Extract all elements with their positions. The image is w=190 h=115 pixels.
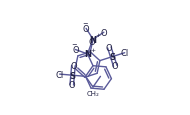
Text: −: − [82, 21, 88, 27]
Text: CH₂: CH₂ [87, 90, 99, 96]
Text: O: O [83, 25, 89, 34]
Text: −: − [72, 42, 77, 48]
Text: S: S [70, 71, 76, 80]
Text: O: O [106, 43, 113, 52]
Text: Cl: Cl [120, 49, 129, 58]
Text: N: N [89, 35, 97, 44]
Text: S: S [109, 53, 115, 62]
Text: N: N [84, 50, 91, 59]
Text: +: + [90, 47, 95, 52]
Text: +: + [96, 33, 101, 38]
Text: O: O [72, 46, 79, 55]
Text: O: O [89, 38, 95, 47]
Text: Cl: Cl [55, 70, 64, 79]
Text: O: O [68, 81, 75, 90]
Text: O: O [101, 29, 107, 37]
Text: O: O [70, 62, 77, 70]
Text: O: O [112, 62, 119, 71]
